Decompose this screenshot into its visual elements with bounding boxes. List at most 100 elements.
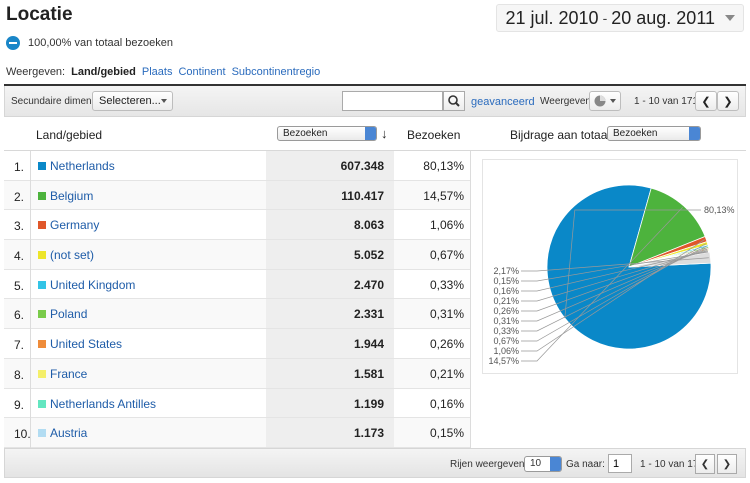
country-link[interactable]: Poland <box>50 307 88 322</box>
metric-select[interactable]: Bezoeken <box>277 126 377 141</box>
country-link[interactable]: Austria <box>50 426 88 441</box>
pie-leader-line <box>521 251 709 282</box>
chevron-left-icon: ❮ <box>701 95 711 108</box>
visits-percent: 80,13% <box>423 159 464 173</box>
legend-swatch <box>38 251 46 260</box>
pie-label: 0,31% <box>493 316 519 326</box>
table-row: 2. Belgium 110.417 14,57% <box>4 180 470 211</box>
summary-text: 100,00% van totaal bezoeken <box>28 37 173 49</box>
view-link-subcontinent[interactable]: Subcontinentregio <box>231 66 321 78</box>
search-button[interactable] <box>443 91 465 111</box>
view-link-continent[interactable]: Continent <box>178 66 226 78</box>
legend-swatch <box>38 280 46 289</box>
row-number: 9. <box>14 397 25 412</box>
pie-leader-line <box>521 247 708 322</box>
chevron-down-icon <box>610 99 616 103</box>
table-row: 5. United Kingdom 2.470 0,33% <box>4 269 470 300</box>
pie-label: 0,16% <box>493 286 519 296</box>
chevron-left-icon: ❮ <box>700 458 710 470</box>
country-link[interactable]: United Kingdom <box>50 277 136 292</box>
table-row: 3. Germany 8.063 1,06% <box>4 210 470 241</box>
row-number: 2. <box>14 189 25 204</box>
country-link[interactable]: United States <box>50 337 123 352</box>
table-row: 9. Netherlands Antilles 1.199 0,16% <box>4 388 470 419</box>
column-divider <box>30 151 31 448</box>
pie-leader-line <box>521 248 708 312</box>
visits-percent: 0,31% <box>429 307 464 322</box>
view-active-tab[interactable]: Land/gebied <box>71 66 136 78</box>
table-row: 7. United States 1.944 0,26% <box>4 329 470 359</box>
sort-desc-icon[interactable]: ↓ <box>381 126 388 141</box>
advanced-link[interactable]: geavanceerd <box>471 96 535 108</box>
table-toolbar: Secundaire dimensie: Selecteren... geava… <box>4 86 746 117</box>
pie-leader-line <box>521 206 683 362</box>
table-footer: Rijen weergeven: 10 Ga naar: 1 - 10 van … <box>4 448 746 478</box>
visits-percent: 0,67% <box>429 248 464 263</box>
select-arrows-icon <box>550 457 561 471</box>
visits-percent: 0,26% <box>429 337 464 352</box>
date-start: 21 jul. 2010 <box>505 7 599 28</box>
visits-value: 1.199 <box>266 388 394 418</box>
secondary-dimension-label: Secundaire dimensie: <box>11 96 108 107</box>
pie-leader-line <box>521 239 705 352</box>
country-link[interactable]: Netherlands <box>50 159 115 173</box>
row-number: 4. <box>14 249 25 264</box>
visits-value: 1.944 <box>266 329 394 358</box>
legend-swatch <box>38 340 46 349</box>
rows-select-value: 10 <box>530 458 542 469</box>
row-number: 5. <box>14 278 25 293</box>
contribution-select[interactable]: Bezoeken <box>607 126 701 141</box>
pie-leader-line <box>521 249 708 302</box>
goto-input[interactable] <box>608 454 632 473</box>
visits-value: 2.331 <box>266 299 394 329</box>
row-number: 6. <box>14 308 25 323</box>
view-label: Weergeven: <box>6 66 66 78</box>
next-page-button[interactable]: ❯ <box>717 91 739 111</box>
row-number: 1. <box>14 160 25 174</box>
footer-range: 1 - 10 van 171 <box>640 459 704 470</box>
visits-percent: 0,16% <box>429 396 464 411</box>
country-link[interactable]: Netherlands Antilles <box>50 396 157 411</box>
legend-swatch <box>38 191 46 200</box>
select-arrows-icon <box>365 127 376 140</box>
pie-label: 0,21% <box>493 296 519 306</box>
legend-swatch <box>38 310 46 319</box>
country-link[interactable]: France <box>50 366 88 381</box>
dimension-header[interactable]: Land/gebied <box>36 128 103 142</box>
view-mode-label: Weergeven: <box>540 96 594 107</box>
pie-label: 0,67% <box>493 336 519 346</box>
metric-header[interactable]: Bezoeken <box>407 128 461 142</box>
pie-leader-line <box>521 257 709 272</box>
rows-label: Rijen weergeven: <box>450 459 528 470</box>
row-number: 3. <box>14 219 25 234</box>
visits-percent: 0,21% <box>429 366 464 381</box>
pie-mini-icon <box>6 36 20 50</box>
visits-value: 110.417 <box>266 180 394 210</box>
page-title: Locatie <box>6 4 73 25</box>
pie-slice[interactable] <box>628 251 712 268</box>
table-row: 1. Netherlands 607.348 80,13% <box>4 151 470 181</box>
search-input[interactable] <box>342 91 443 111</box>
secondary-dimension-select[interactable]: Selecteren... <box>92 91 173 111</box>
metric-select-value: Bezoeken <box>283 128 328 139</box>
visits-value: 8.063 <box>266 210 394 240</box>
visits-percent: 1,06% <box>429 218 464 233</box>
country-link[interactable]: (not set) <box>50 248 95 263</box>
country-link[interactable]: Belgium <box>50 188 94 203</box>
prev-page-button[interactable]: ❮ <box>695 91 717 111</box>
pie-leader-line <box>521 250 708 292</box>
pie-label: 0,15% <box>493 276 519 286</box>
date-range-picker[interactable]: 21 jul. 2010 - 20 aug. 2011 <box>496 4 744 32</box>
view-switcher: Weergeven: Land/gebied Plaats Continent … <box>6 66 320 78</box>
date-end: 20 aug. 2011 <box>611 7 715 28</box>
view-link-plaats[interactable]: Plaats <box>141 66 173 78</box>
rows-select[interactable]: 10 <box>524 456 562 472</box>
country-link[interactable]: Germany <box>50 218 100 233</box>
pie-leader-line <box>521 245 707 332</box>
visits-value: 1.581 <box>266 358 394 388</box>
secondary-dimension-value: Selecteren... <box>99 95 161 107</box>
view-mode-select[interactable] <box>589 91 621 111</box>
footer-prev-button[interactable]: ❮ <box>695 454 715 474</box>
footer-next-button[interactable]: ❯ <box>717 454 737 474</box>
pie-slice[interactable] <box>628 187 706 268</box>
